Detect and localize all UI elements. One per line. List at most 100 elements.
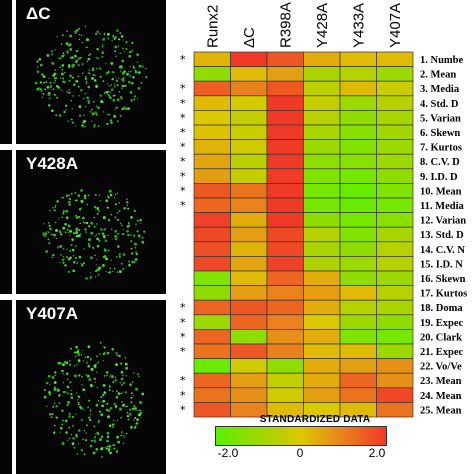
speckle bbox=[93, 205, 97, 209]
speckle bbox=[128, 263, 131, 266]
speckle bbox=[132, 65, 135, 68]
speckle bbox=[86, 38, 90, 42]
speckle bbox=[135, 409, 137, 411]
speckle bbox=[88, 102, 90, 104]
speckle bbox=[49, 393, 51, 396]
speckle bbox=[95, 270, 97, 273]
speckle bbox=[42, 75, 46, 78]
speckle bbox=[119, 222, 122, 225]
speckle bbox=[131, 381, 134, 383]
speckle bbox=[91, 108, 93, 111]
speckle bbox=[90, 231, 94, 235]
row-label: 6. Skewn bbox=[420, 128, 460, 139]
left-strip-bottom bbox=[0, 300, 12, 474]
speckle bbox=[136, 230, 139, 233]
speckle bbox=[51, 109, 54, 112]
heatmap-cell bbox=[303, 358, 341, 374]
speckle bbox=[73, 374, 77, 378]
speckle bbox=[75, 345, 79, 349]
speckle bbox=[91, 77, 94, 80]
speckle bbox=[82, 360, 85, 362]
heatmap-cell bbox=[266, 51, 304, 67]
speckle bbox=[116, 84, 119, 87]
speckle bbox=[97, 400, 100, 402]
speckle bbox=[107, 409, 111, 412]
speckle bbox=[74, 125, 77, 127]
speckle bbox=[112, 94, 115, 97]
speckle bbox=[51, 412, 54, 416]
nucleus-speckles-dc bbox=[34, 25, 148, 128]
heatmap-cell bbox=[303, 387, 341, 403]
speckle bbox=[51, 88, 53, 91]
speckle bbox=[119, 32, 122, 35]
heatmap-cell bbox=[339, 329, 377, 345]
speckle bbox=[84, 92, 87, 95]
speckle bbox=[98, 266, 102, 270]
speckle bbox=[111, 423, 115, 426]
speckle bbox=[62, 212, 65, 215]
speckle bbox=[78, 105, 82, 109]
speckle bbox=[46, 53, 50, 57]
speckle bbox=[120, 87, 123, 90]
speckle bbox=[83, 97, 85, 100]
heatmap-cell bbox=[303, 110, 341, 126]
speckle bbox=[104, 91, 107, 93]
speckle bbox=[108, 84, 111, 87]
speckle bbox=[101, 456, 103, 458]
speckle bbox=[126, 414, 130, 418]
heatmap-cell bbox=[303, 343, 341, 359]
speckle bbox=[114, 405, 117, 408]
speckle bbox=[61, 423, 64, 426]
speckle bbox=[103, 228, 106, 231]
heatmap-cell bbox=[339, 66, 377, 82]
speckle bbox=[143, 230, 146, 233]
speckle bbox=[94, 381, 96, 383]
speckle bbox=[58, 402, 61, 404]
heatmap-cell bbox=[339, 212, 377, 228]
speckle bbox=[66, 50, 69, 53]
speckle bbox=[62, 390, 66, 394]
speckle bbox=[138, 409, 140, 411]
speckle bbox=[72, 95, 74, 97]
heatmap-cell bbox=[303, 51, 341, 67]
speckle bbox=[81, 384, 83, 386]
speckle bbox=[125, 366, 129, 370]
speckle bbox=[115, 390, 118, 393]
significance-star: * bbox=[180, 184, 186, 197]
speckle bbox=[89, 444, 93, 448]
speckle bbox=[109, 374, 112, 376]
speckle bbox=[50, 233, 53, 236]
speckle bbox=[44, 235, 47, 238]
speckle bbox=[111, 40, 113, 42]
speckle bbox=[89, 408, 92, 411]
speckle bbox=[95, 233, 98, 236]
row-label: 24. Mean bbox=[420, 391, 462, 402]
speckle bbox=[47, 238, 50, 241]
speckle bbox=[78, 208, 82, 211]
heatmap-cell bbox=[193, 183, 231, 199]
speckle bbox=[125, 432, 128, 435]
heatmap-cell bbox=[193, 343, 231, 359]
heatmap-cell bbox=[230, 226, 268, 243]
speckle bbox=[108, 271, 111, 274]
speckle bbox=[88, 245, 91, 248]
speckle bbox=[77, 75, 80, 78]
speckle bbox=[114, 235, 117, 238]
heatmap-cell bbox=[230, 256, 268, 272]
speckle bbox=[74, 61, 77, 64]
heatmap-cell bbox=[193, 372, 231, 389]
significance-star: * bbox=[180, 126, 186, 139]
speckle bbox=[116, 354, 118, 356]
speckle bbox=[134, 416, 137, 419]
speckle bbox=[77, 353, 81, 357]
heatmap-cell bbox=[303, 256, 341, 272]
speckle bbox=[105, 371, 108, 374]
row-label: 12. Varian bbox=[420, 216, 466, 227]
speckle bbox=[133, 419, 135, 421]
heatmap-cell bbox=[339, 241, 377, 257]
column-label: Y428A bbox=[314, 3, 331, 48]
speckle bbox=[102, 399, 106, 403]
speckle bbox=[89, 410, 92, 412]
speckle bbox=[108, 445, 112, 448]
speckle bbox=[65, 216, 69, 220]
